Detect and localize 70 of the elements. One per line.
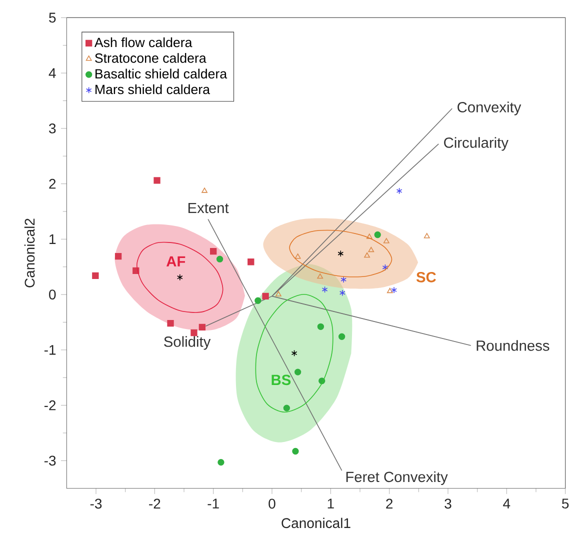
point <box>382 264 388 271</box>
point <box>391 286 397 294</box>
point <box>154 177 160 184</box>
y-tick-label: 2 <box>49 178 56 189</box>
x-tick-label: 0 <box>268 498 276 509</box>
point <box>317 323 324 330</box>
x-tick-label: 2 <box>386 498 393 509</box>
y-tick-label: -1 <box>44 345 56 355</box>
annotation: SC <box>416 272 436 282</box>
point <box>190 329 198 336</box>
x-tick-label: -1 <box>208 498 219 508</box>
point <box>317 273 324 279</box>
x-tick-label: -2 <box>149 498 160 509</box>
point <box>291 350 298 357</box>
x-axis-title: Canonical1 <box>282 518 350 528</box>
point <box>366 234 372 239</box>
point <box>210 248 217 255</box>
point <box>339 290 346 296</box>
annotation: AF <box>166 256 186 266</box>
annotation: Extent <box>188 202 229 214</box>
point <box>294 254 301 259</box>
legend-label: Basaltic shield caldera <box>96 68 228 79</box>
annotation: BS <box>272 374 291 386</box>
point <box>216 256 224 262</box>
point <box>424 233 430 238</box>
point <box>254 297 262 304</box>
legend-label: Ash flow caldera <box>94 37 192 48</box>
y-axis-title: Canonical2 <box>24 218 35 288</box>
x-tick-label: 1 <box>328 498 334 508</box>
point <box>386 288 393 294</box>
annotation: Circularity <box>444 137 508 151</box>
point <box>292 448 299 455</box>
point <box>322 286 328 293</box>
point <box>374 231 381 238</box>
point <box>396 188 402 194</box>
y-tick-label: -3 <box>44 456 56 466</box>
point <box>294 368 302 376</box>
x-tick-label: -3 <box>90 498 102 509</box>
point <box>114 252 122 260</box>
point <box>198 324 206 331</box>
point <box>167 320 174 327</box>
point <box>276 291 282 296</box>
point <box>202 188 208 193</box>
x-tick-label: 3 <box>444 498 452 509</box>
annotation: Convexity <box>458 102 522 116</box>
y-tick-label: 0 <box>49 290 56 300</box>
point <box>262 292 269 300</box>
point <box>283 404 290 412</box>
legend-label: Stratocone caldera <box>95 53 206 63</box>
y-tick-label: 3 <box>49 123 56 134</box>
y-tick-label: 1 <box>50 234 56 244</box>
y-tick-label: 4 <box>48 68 56 78</box>
point <box>338 333 346 340</box>
point <box>368 246 374 252</box>
y-tick-label: 5 <box>49 12 56 23</box>
legend-label: Mars shield caldera <box>96 84 210 94</box>
point <box>176 274 183 281</box>
y-tick-label: -2 <box>44 400 56 410</box>
point <box>338 250 344 257</box>
annotation: Solidity <box>164 336 211 350</box>
point <box>218 458 224 466</box>
point <box>248 258 254 266</box>
x-tick-label: 4 <box>503 498 510 508</box>
point <box>364 252 370 258</box>
annotation: Roundness <box>476 340 550 351</box>
point <box>92 272 99 280</box>
point <box>340 276 347 283</box>
point <box>383 238 390 244</box>
x-tick-label: 5 <box>562 498 569 509</box>
annotation: Feret Convexity <box>346 471 448 485</box>
